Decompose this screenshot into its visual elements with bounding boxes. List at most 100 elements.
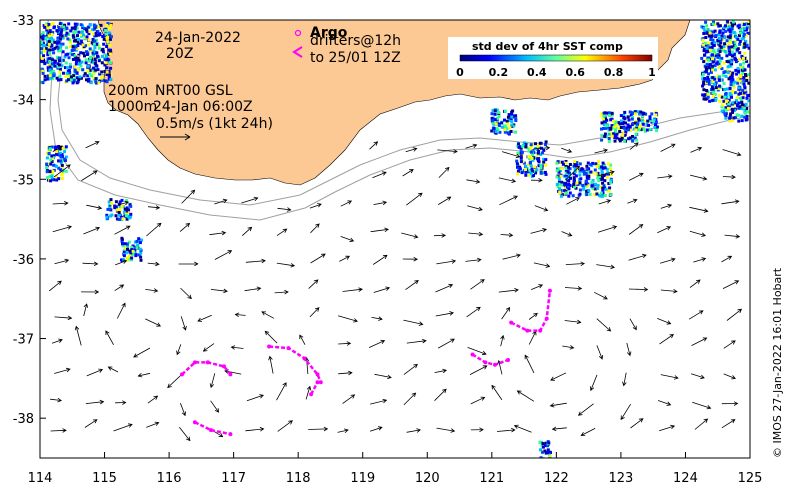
sst-pixel: [738, 40, 742, 43]
sst-pixel: [88, 56, 92, 60]
sst-pixel: [74, 35, 78, 39]
sst-pixel: [726, 25, 730, 29]
sst-pixel: [93, 50, 97, 54]
sst-pixel: [72, 35, 76, 39]
sst-pixel: [129, 251, 133, 255]
sst-pixel: [634, 128, 638, 132]
sst-pixel: [40, 51, 43, 55]
sst-pixel: [48, 65, 52, 69]
sst-pixel: [649, 119, 653, 123]
sst-pixel: [597, 175, 601, 179]
sst-pixel: [46, 26, 50, 30]
sst-pixel: [123, 246, 127, 250]
sst-pixel: [73, 68, 77, 72]
sst-pixel: [125, 242, 129, 246]
current-arrow: [436, 259, 457, 265]
current-arrow: [551, 426, 567, 432]
sst-pixel: [543, 449, 547, 453]
sst-pixel: [107, 69, 111, 73]
sst-pixel: [702, 94, 706, 98]
sst-pixel: [133, 251, 137, 255]
sst-pixel: [714, 62, 718, 66]
sst-pixel: [555, 169, 559, 173]
current-arrow: [596, 318, 612, 332]
sst-pixel: [557, 170, 561, 174]
sst-pixel: [737, 69, 741, 73]
sst-pixel: [67, 56, 71, 60]
sst-pixel: [64, 155, 68, 159]
sst-pixel: [561, 162, 565, 166]
sst-pixel: [90, 41, 94, 45]
sst-pixel: [73, 54, 76, 58]
sst-pixel: [43, 49, 47, 53]
sst-pixel: [560, 167, 564, 171]
sst-pixel: [544, 441, 548, 445]
sst-pixel: [746, 110, 750, 114]
current-arrow: [405, 147, 418, 153]
current-arrow: [469, 365, 488, 375]
drifter-point: [192, 360, 197, 365]
sst-pixel: [637, 128, 641, 132]
current-arrow: [657, 174, 673, 179]
sst-pixel: [493, 118, 497, 122]
sst-pixel: [105, 80, 109, 84]
sst-pixel: [564, 165, 568, 168]
sst-pixel: [59, 161, 63, 165]
sst-pixel: [594, 172, 598, 176]
sst-pixel: [92, 27, 96, 31]
sst-pixel: [118, 204, 122, 208]
sst-pixel: [734, 116, 738, 119]
sst-pixel: [45, 164, 49, 168]
sst-pixel: [727, 49, 731, 53]
sst-pixel: [727, 103, 731, 106]
sst-pixel: [85, 52, 89, 56]
sst-pixel: [637, 117, 641, 121]
sst-pixel: [120, 236, 124, 240]
sst-pixel: [584, 171, 588, 175]
sst-pixel: [125, 244, 129, 248]
sst-pixel: [730, 21, 734, 25]
sst-pixel: [619, 126, 623, 129]
sst-pixel: [712, 82, 716, 86]
x-tick-label: 119: [350, 471, 375, 486]
current-arrow: [74, 325, 82, 346]
sst-pixel: [94, 77, 98, 81]
sst-pixel: [564, 166, 568, 170]
sst-pixel: [704, 97, 708, 101]
current-arrow: [691, 337, 708, 346]
current-arrow: [81, 170, 98, 181]
sst-pixel: [100, 75, 104, 78]
current-arrow: [197, 314, 212, 322]
sst-pixel: [98, 32, 102, 36]
sst-pixel: [624, 121, 627, 125]
sst-pixel: [714, 86, 718, 90]
sst-pixel: [630, 111, 634, 115]
sst-pixel: [724, 44, 728, 47]
sst-pixel: [639, 110, 643, 114]
current-arrow: [118, 200, 130, 206]
sst-pixel: [653, 126, 657, 129]
sst-pixel: [567, 184, 570, 188]
sst-pixel: [741, 43, 745, 47]
current-arrow: [403, 319, 424, 326]
sst-pixel: [584, 179, 588, 183]
sst-pixel: [651, 119, 655, 123]
sst-pixel: [724, 108, 728, 112]
sst-pixel: [92, 32, 96, 36]
sst-pixel: [638, 124, 642, 128]
sst-pixel: [711, 87, 715, 91]
sst-pixel: [77, 58, 81, 62]
sst-pixel: [730, 54, 734, 58]
sst-pixel: [58, 153, 62, 157]
sst-pixel: [564, 160, 568, 163]
sst-pixel: [585, 164, 589, 168]
sst-pixel: [737, 57, 741, 61]
sst-pixel: [93, 34, 97, 38]
sst-pixel: [63, 28, 67, 32]
sst-pixel: [722, 45, 726, 48]
current-arrow: [167, 374, 182, 389]
sst-pixel: [491, 121, 495, 125]
sst-pixel: [705, 62, 709, 66]
sst-pixel: [590, 180, 594, 184]
current-arrow: [690, 174, 708, 181]
